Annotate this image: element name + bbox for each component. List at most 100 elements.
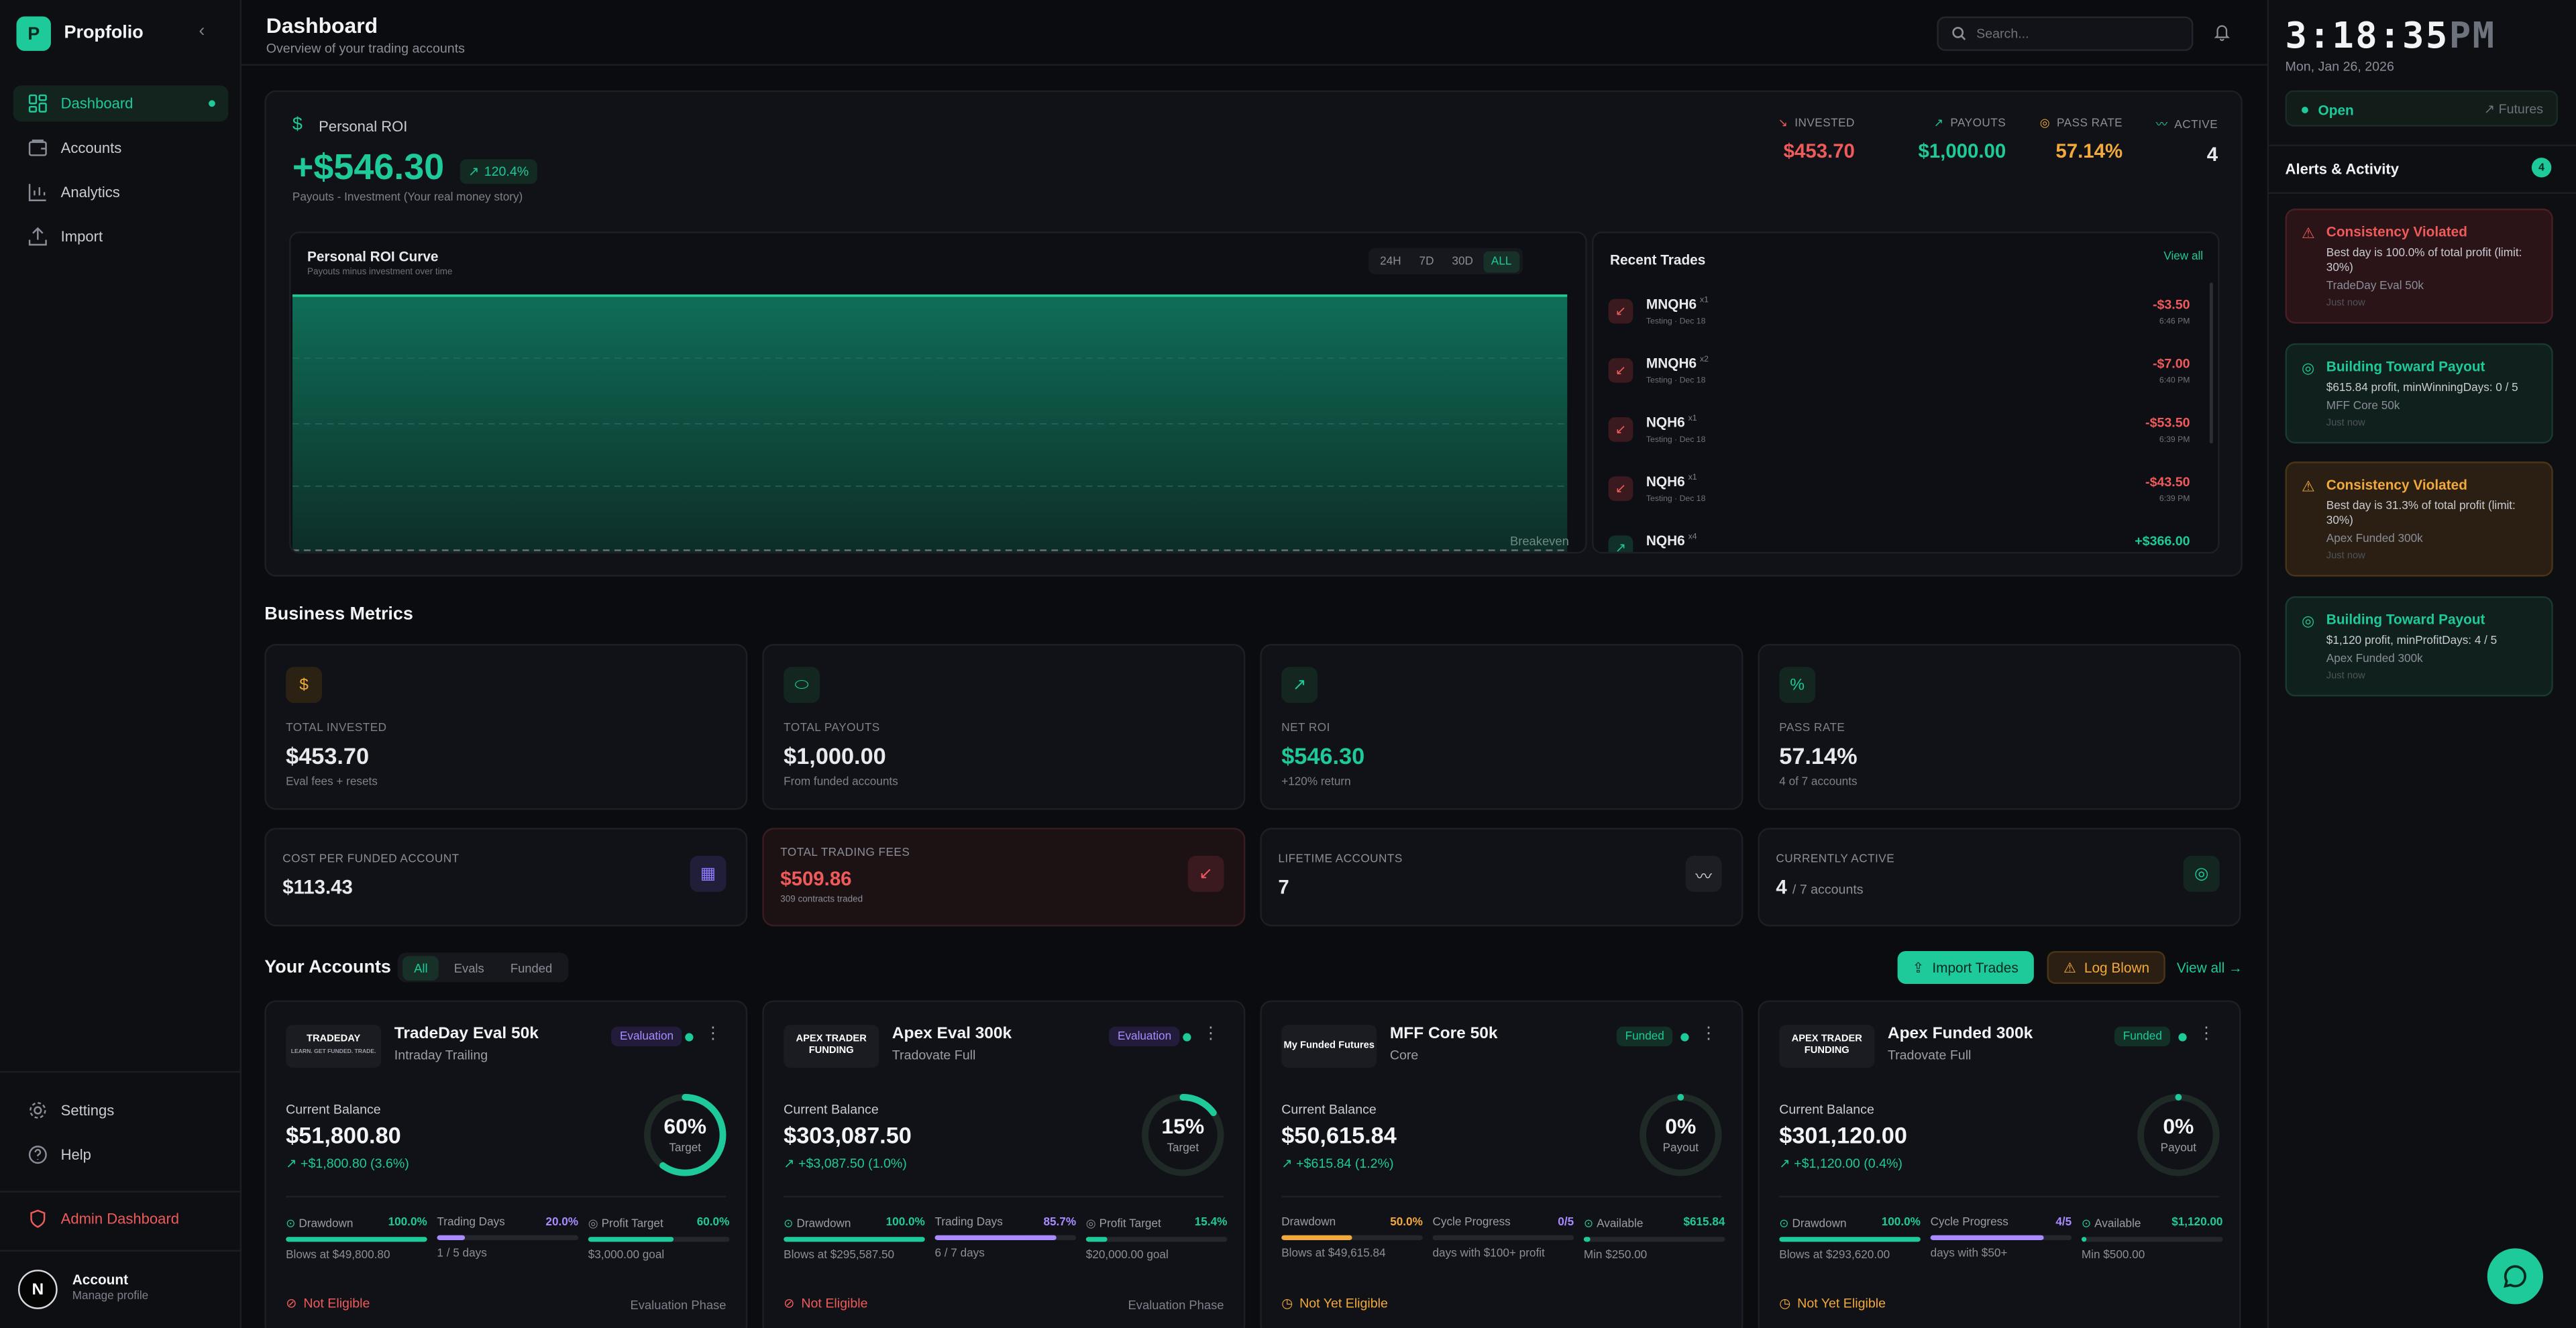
account-manage-link[interactable]: Manage profile <box>72 1290 149 1303</box>
search-box[interactable] <box>1937 16 2194 51</box>
roi-value: +$546.30 <box>292 146 445 188</box>
account-logo: My Funded Futures <box>1281 1025 1377 1068</box>
avatar[interactable]: N <box>17 1270 58 1309</box>
range-all[interactable]: ALL <box>1483 250 1520 272</box>
check-circle-icon: ⊙ <box>286 1219 296 1231</box>
trade-row[interactable]: ↗ NQH6 x4 +$366.00 <box>1608 526 2190 552</box>
tab-funded[interactable]: Funded <box>510 960 553 975</box>
metric-total-invested: $ TOTAL INVESTED $453.70 Eval fees + res… <box>264 644 748 810</box>
sidebar-item-admin-dashboard[interactable]: Admin Dashboard <box>13 1201 229 1237</box>
market-open-label: Open <box>2318 101 2354 119</box>
trade-row[interactable]: ↙ MNQH6 x1 Testing · Dec 18 -$3.50 6:46 P… <box>1608 289 2190 338</box>
dashboard-icon <box>28 94 47 113</box>
account-name[interactable]: TradeDay Eval 50k <box>394 1025 539 1044</box>
progress-bar <box>1779 1237 1921 1242</box>
sidebar-item-label: Accounts <box>60 140 122 156</box>
more-options-icon[interactable]: ⋮ <box>1202 1025 1220 1044</box>
more-options-icon[interactable]: ⋮ <box>1700 1025 1717 1044</box>
range-30d[interactable]: 30D <box>1452 255 1473 267</box>
top-header: Dashboard Overview of your trading accou… <box>241 0 2267 66</box>
more-options-icon[interactable]: ⋮ <box>2198 1025 2215 1044</box>
account-name[interactable]: Account <box>72 1271 129 1288</box>
tab-evals[interactable]: Evals <box>453 960 484 975</box>
balance-change: ↗ +$1,120.00 (0.4%) <box>1779 1156 1902 1172</box>
progress-value: 100.0% <box>885 1217 925 1229</box>
alert-item[interactable]: ◎ Building Toward Payout $1,120 profit, … <box>2285 596 2553 697</box>
ring-value: 60% <box>663 1113 707 1139</box>
account-phase: Evaluation Phase <box>1128 1297 1224 1313</box>
progress-subtext: Min $500.00 <box>2081 1250 2145 1262</box>
collapse-sidebar-icon[interactable]: ‹ <box>199 21 205 42</box>
sidebar-item-label: Import <box>60 228 103 245</box>
recent-trades-view-all[interactable]: View all <box>2163 251 2204 263</box>
progress-bar <box>437 1235 579 1240</box>
ring-progress <box>1640 1094 1722 1176</box>
trade-time: 6:40 PM <box>2159 376 2190 386</box>
alert-item[interactable]: ◎ Building Toward Payout $615.84 profit,… <box>2285 343 2553 444</box>
your-accounts-title: Your Accounts <box>264 957 391 978</box>
account-card[interactable]: APEX TRADER FUNDING Apex Eval 300k Tradova… <box>762 1000 1246 1328</box>
trade-qty: x1 <box>1699 296 1709 306</box>
roi-percent: 120.4% <box>484 164 529 179</box>
status-dot <box>2178 1033 2187 1042</box>
current-balance: $50,615.84 <box>1281 1121 1397 1148</box>
current-balance: $301,120.00 <box>1779 1121 1907 1148</box>
progress-value: 60.0% <box>696 1217 730 1229</box>
progress-label: ⊙ Drawdown <box>784 1219 851 1231</box>
sidebar-item-import[interactable]: Import <box>13 219 229 255</box>
account-name[interactable]: MFF Core 50k <box>1389 1025 1498 1044</box>
metric-pass-rate: % PASS RATE 57.14% 4 of 7 accounts <box>1758 644 2241 810</box>
warning-icon: ⚠ <box>2302 478 2315 495</box>
log-blown-button[interactable]: ⚠ Log Blown <box>2047 950 2166 984</box>
trade-row[interactable]: ↙ MNQH6 x2 Testing · Dec 18 -$7.00 6:40 P… <box>1608 348 2190 397</box>
search-input[interactable] <box>1976 26 2174 42</box>
account-name[interactable]: Apex Eval 300k <box>892 1025 1012 1044</box>
trade-row[interactable]: ↙ NQH6 x1 Testing · Dec 18 -$43.50 6:39 P… <box>1608 467 2190 516</box>
trade-symbol: MNQH6 x1 <box>1646 295 1709 313</box>
trade-time: 6:39 PM <box>2159 494 2190 504</box>
progress-fill <box>588 1237 674 1242</box>
stat-invested: ↘ INVESTED $453.70 <box>1778 117 1855 162</box>
balance-label: Current Balance <box>784 1102 879 1117</box>
check-circle-icon: ⊙ <box>784 1219 794 1231</box>
sidebar-item-analytics[interactable]: Analytics <box>13 174 229 211</box>
account-name[interactable]: Apex Funded 300k <box>1887 1025 2033 1044</box>
import-trades-button[interactable]: ⇪ Import Trades <box>1897 950 2033 984</box>
range-24h[interactable]: 24H <box>1380 255 1401 267</box>
card-divider <box>784 1195 1224 1198</box>
account-card[interactable]: My Funded Futures MFF Core 50k Core Funded ⋮… <box>1260 1000 1743 1328</box>
sidebar-item-dashboard[interactable]: Dashboard <box>13 85 229 122</box>
range-7d[interactable]: 7D <box>1419 255 1434 267</box>
progress-ring: 60% Target <box>641 1091 729 1179</box>
progress-metric: Trading Days 85.7% 6 / 7 days <box>934 1217 1077 1260</box>
progress-ring: 0% Payout <box>1636 1091 1725 1179</box>
trade-qty: x4 <box>1688 532 1697 543</box>
upload-icon: ⇪ <box>1912 958 1925 975</box>
page-title: Dashboard <box>266 13 378 38</box>
account-type: Core <box>1389 1048 1419 1063</box>
brand-logo[interactable]: P <box>16 16 51 51</box>
account-type: Intraday Trailing <box>394 1048 488 1063</box>
check-circle-icon: ⊙ <box>1583 1219 1594 1231</box>
target-icon: ◎ <box>2302 612 2315 629</box>
trade-row[interactable]: ↙ NQH6 x1 Testing · Dec 18 -$53.50 6:39 P… <box>1608 407 2190 456</box>
analytics-icon <box>28 184 46 202</box>
scrollbar[interactable] <box>2209 282 2213 444</box>
sidebar-item-accounts[interactable]: Accounts <box>13 129 229 166</box>
trade-meta: Testing · Dec 18 <box>1646 494 1706 504</box>
progress-metric: Trading Days 20.0% 1 / 5 days <box>437 1217 579 1260</box>
progress-bar <box>784 1237 925 1242</box>
accounts-view-all-link[interactable]: View all → <box>2176 959 2243 976</box>
bell-icon[interactable] <box>2213 23 2231 42</box>
account-card[interactable]: TRADEDAY LEARN. GET FUNDED. TRADE. TradeDa… <box>264 1000 748 1328</box>
more-options-icon[interactable]: ⋮ <box>704 1025 722 1044</box>
alert-item[interactable]: ⚠ Consistency Violated Best day is 31.3%… <box>2285 461 2553 577</box>
metric-value: 7 <box>1278 875 1289 899</box>
tab-all[interactable]: All <box>402 955 439 980</box>
account-card[interactable]: APEX TRADER FUNDING Apex Funded 300k Trado… <box>1758 1000 2241 1328</box>
sidebar-item-help[interactable]: Help <box>13 1137 229 1173</box>
sidebar-item-settings[interactable]: Settings <box>13 1093 229 1129</box>
chat-button[interactable] <box>2487 1248 2544 1305</box>
alert-item[interactable]: ⚠ Consistency Violated Best day is 100.0… <box>2285 209 2553 324</box>
arrow-down-left-icon: ↙ <box>1608 298 1633 324</box>
